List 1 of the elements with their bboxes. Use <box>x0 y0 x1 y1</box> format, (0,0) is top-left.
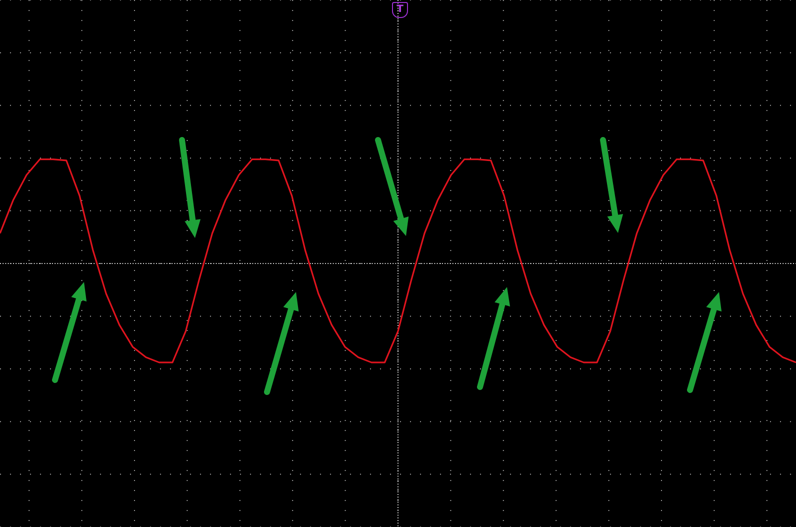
text: T <box>392 2 408 18</box>
